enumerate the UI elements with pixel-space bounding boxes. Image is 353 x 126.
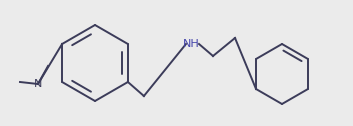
Text: N: N [34,79,42,89]
Text: NH: NH [183,39,199,49]
